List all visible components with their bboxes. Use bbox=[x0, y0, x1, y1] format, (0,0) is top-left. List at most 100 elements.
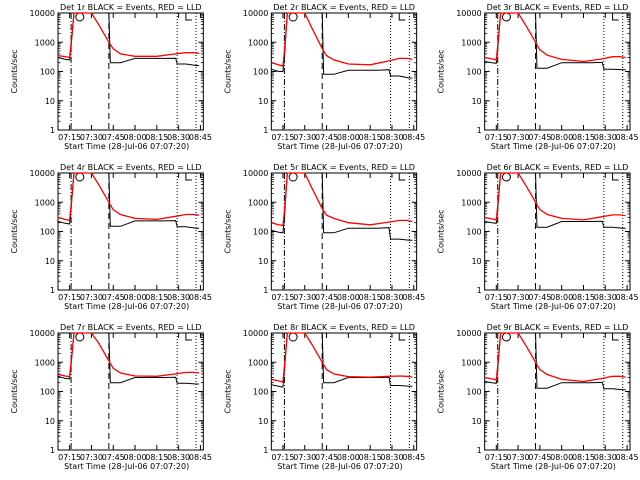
y-tick-label: 100 bbox=[466, 228, 481, 237]
x-tick-label: 08:45 bbox=[189, 293, 212, 302]
series-events-line bbox=[271, 12, 413, 79]
series-lld-line bbox=[484, 172, 626, 221]
y-tick-label: 1000 bbox=[35, 198, 55, 207]
saturation-circle bbox=[75, 172, 85, 182]
y-tick-label: 1 bbox=[50, 126, 55, 135]
x-axis-label: Start Time (28-Jul-06 07:07:20) bbox=[277, 462, 402, 471]
y-tick-label: 100 bbox=[40, 228, 55, 237]
x-tick-label: 08:45 bbox=[402, 293, 425, 302]
y-tick-label: 10000 bbox=[456, 169, 481, 178]
y-axis-label: Counts/sec bbox=[10, 369, 19, 413]
x-tick-label: 08:30 bbox=[594, 133, 617, 142]
saturation-circle bbox=[501, 332, 511, 342]
x-axis-label: Start Time (28-Jul-06 07:07:20) bbox=[64, 462, 189, 471]
y-axis-label: Counts/sec bbox=[10, 209, 19, 253]
x-tick-label: 07:45 bbox=[102, 453, 125, 462]
x-tick-label: 07:15 bbox=[58, 293, 81, 302]
x-tick-label: 07:30 bbox=[507, 453, 530, 462]
series-lld-line bbox=[57, 12, 200, 59]
x-tick-label: 08:15 bbox=[145, 133, 168, 142]
y-tick-label: 10 bbox=[45, 417, 55, 426]
x-tick-label: 07:45 bbox=[102, 133, 125, 142]
y-tick-label: 1000 bbox=[461, 198, 481, 207]
x-tick-label: 08:30 bbox=[594, 293, 617, 302]
bracket-mark bbox=[612, 13, 619, 21]
plot-frame bbox=[484, 12, 631, 131]
y-tick-label: 1000 bbox=[461, 38, 481, 47]
x-tick-label: 07:45 bbox=[315, 133, 338, 142]
chart-title: Det 3r BLACK = Events, RED = LLD bbox=[487, 3, 629, 12]
x-tick-label: 08:30 bbox=[167, 133, 190, 142]
y-tick-label: 10 bbox=[471, 97, 481, 106]
series-events-line bbox=[484, 12, 626, 71]
y-tick-label: 10000 bbox=[456, 329, 481, 338]
x-tick-label: 08:15 bbox=[359, 133, 382, 142]
chart-title: Det 8r BLACK = Events, RED = LLD bbox=[273, 323, 415, 332]
x-axis-label: Start Time (28-Jul-06 07:07:20) bbox=[491, 462, 616, 471]
x-tick-label: 08:15 bbox=[572, 293, 595, 302]
series-lld-line bbox=[57, 332, 200, 378]
plot-frame bbox=[57, 172, 204, 291]
y-tick-label: 100 bbox=[253, 388, 268, 397]
x-tick-label: 07:30 bbox=[80, 453, 103, 462]
y-tick-label: 100 bbox=[40, 68, 55, 77]
saturation-circle bbox=[501, 12, 511, 22]
y-tick-label: 1 bbox=[263, 446, 268, 455]
y-tick-label: 1000 bbox=[248, 38, 268, 47]
x-tick-label: 08:00 bbox=[337, 293, 360, 302]
y-tick-label: 10000 bbox=[243, 329, 268, 338]
y-tick-label: 100 bbox=[466, 68, 481, 77]
series-events-line bbox=[484, 332, 626, 391]
chart-title: Det 9r BLACK = Events, RED = LLD bbox=[487, 323, 629, 332]
x-tick-label: 08:45 bbox=[616, 453, 639, 462]
series-lld-line bbox=[484, 12, 626, 63]
chart-title: Det 7r BLACK = Events, RED = LLD bbox=[60, 323, 202, 332]
x-tick-label: 08:30 bbox=[380, 453, 403, 462]
y-axis-label: Counts/sec bbox=[437, 369, 446, 413]
x-tick-label: 08:00 bbox=[123, 293, 146, 302]
x-tick-label: 08:00 bbox=[550, 453, 573, 462]
x-tick-label: 08:15 bbox=[359, 453, 382, 462]
x-tick-label: 08:45 bbox=[189, 133, 212, 142]
y-tick-label: 10000 bbox=[243, 9, 268, 18]
chart-panel: Det 5r BLACK = Events, RED = LLD 1 10 100 10… bbox=[223, 163, 425, 311]
bracket-mark bbox=[398, 13, 406, 21]
chart-panel: Det 8r BLACK = Events, RED = LLD 1 10 100 10… bbox=[223, 323, 425, 471]
plot-frame bbox=[484, 172, 631, 291]
x-axis-label: Start Time (28-Jul-06 07:07:20) bbox=[277, 302, 402, 311]
x-tick-label: 07:15 bbox=[271, 453, 294, 462]
x-tick-label: 08:00 bbox=[337, 133, 360, 142]
saturation-circle bbox=[501, 172, 511, 182]
chart-panel: Det 7r BLACK = Events, RED = LLD 1 10 100 10… bbox=[10, 323, 212, 471]
x-tick-label: 08:30 bbox=[380, 293, 403, 302]
x-tick-label: 07:30 bbox=[80, 133, 103, 142]
y-tick-label: 10000 bbox=[456, 9, 481, 18]
x-tick-label: 08:30 bbox=[594, 453, 617, 462]
y-tick-label: 10 bbox=[45, 97, 55, 106]
chart-title: Det 1r BLACK = Events, RED = LLD bbox=[60, 3, 202, 12]
x-axis-label: Start Time (28-Jul-06 07:07:20) bbox=[491, 142, 616, 151]
series-lld-line bbox=[484, 332, 626, 383]
saturation-circle bbox=[75, 12, 85, 22]
x-tick-label: 07:15 bbox=[271, 133, 294, 142]
x-tick-label: 07:30 bbox=[80, 293, 103, 302]
chart-title: Det 5r BLACK = Events, RED = LLD bbox=[273, 163, 415, 172]
y-tick-label: 1 bbox=[477, 446, 482, 455]
y-tick-label: 1000 bbox=[248, 198, 268, 207]
x-tick-label: 07:30 bbox=[293, 453, 316, 462]
y-tick-label: 10 bbox=[45, 257, 55, 266]
chart-title: Det 4r BLACK = Events, RED = LLD bbox=[60, 163, 202, 172]
plot-frame bbox=[270, 172, 418, 291]
bracket-mark bbox=[185, 13, 192, 21]
y-tick-label: 1000 bbox=[248, 358, 268, 367]
x-tick-label: 07:45 bbox=[528, 293, 551, 302]
series-lld-line bbox=[57, 172, 200, 222]
y-axis-label: Counts/sec bbox=[437, 49, 446, 93]
chart-title: Det 2r BLACK = Events, RED = LLD bbox=[273, 3, 415, 12]
saturation-circle bbox=[288, 172, 298, 182]
x-tick-label: 08:15 bbox=[572, 133, 595, 142]
x-tick-label: 08:45 bbox=[402, 133, 425, 142]
saturation-circle bbox=[75, 332, 85, 342]
y-tick-label: 1000 bbox=[461, 358, 481, 367]
